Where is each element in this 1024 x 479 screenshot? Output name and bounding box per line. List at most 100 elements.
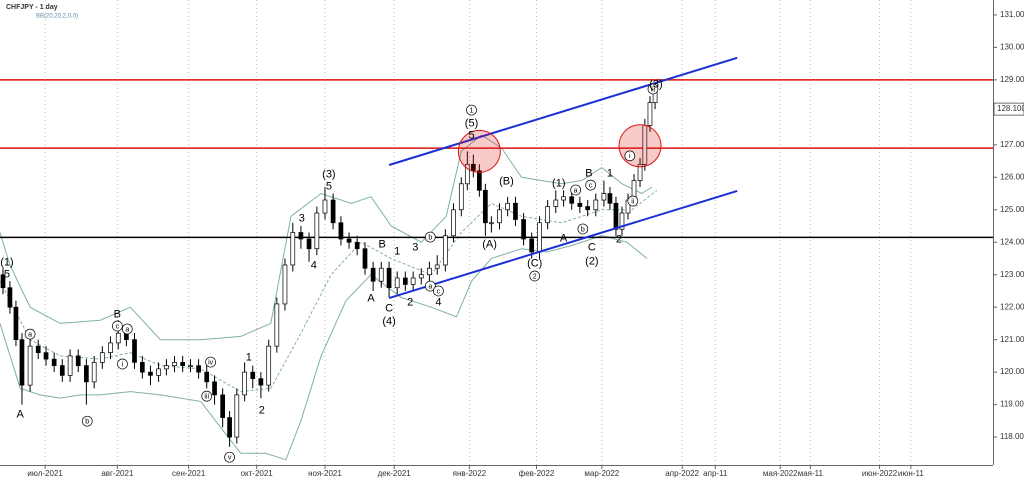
x-tick-label: мая-11 bbox=[798, 469, 824, 478]
candle-body bbox=[561, 196, 566, 201]
candle-body bbox=[314, 212, 320, 250]
candle-body bbox=[569, 196, 575, 204]
candle-body bbox=[67, 355, 73, 376]
channel-line bbox=[388, 56, 738, 166]
candle-body bbox=[370, 267, 376, 282]
candle-body bbox=[330, 199, 336, 224]
y-tick-label: 130.000 bbox=[1000, 43, 1024, 52]
wave-label: c bbox=[437, 288, 441, 295]
wave-label: 4 bbox=[311, 259, 317, 271]
y-tick-label: 131.000 bbox=[1000, 10, 1024, 19]
candle-body bbox=[164, 365, 169, 370]
candle-body bbox=[274, 303, 280, 347]
candle-body bbox=[647, 102, 653, 126]
highlight-circle bbox=[457, 129, 501, 173]
wave-label: (C) bbox=[527, 257, 542, 269]
candle-body bbox=[227, 417, 232, 438]
candle-body bbox=[115, 332, 121, 344]
candle-body bbox=[513, 202, 518, 220]
wave-label: B bbox=[585, 167, 592, 179]
y-tick-label: 119.000 bbox=[1000, 400, 1024, 409]
wave-label-ring bbox=[424, 231, 436, 243]
y-tick-label: 125.000 bbox=[1000, 205, 1024, 214]
wave-label-ring bbox=[466, 104, 477, 116]
wave-label: b bbox=[581, 226, 585, 233]
wave-label-ring bbox=[529, 270, 541, 282]
candle-body bbox=[75, 355, 81, 366]
candle-body bbox=[497, 209, 502, 224]
candle-body bbox=[298, 232, 304, 240]
candle-body bbox=[0, 274, 6, 289]
y-tick-label: 127.000 bbox=[1000, 140, 1024, 149]
wave-label: (1) bbox=[552, 178, 565, 190]
wave-label: (A) bbox=[482, 238, 497, 250]
wave-label: 5 bbox=[326, 180, 332, 192]
candle-body bbox=[434, 264, 440, 269]
wave-label-ring bbox=[624, 150, 636, 162]
wave-label: 2 bbox=[407, 296, 413, 308]
y-tick-label: 126.000 bbox=[1000, 172, 1024, 181]
wave-label: A bbox=[560, 232, 568, 244]
wave-label: iii bbox=[204, 394, 209, 401]
candle-body bbox=[378, 267, 384, 282]
wave-label-ring bbox=[224, 451, 235, 463]
wave-label-ring bbox=[424, 280, 436, 292]
candle-body bbox=[84, 365, 89, 383]
wave-label: 1 bbox=[246, 352, 252, 364]
bollinger-band bbox=[0, 134, 653, 341]
wave-label: 1 bbox=[470, 107, 474, 114]
wave-label-ring bbox=[570, 184, 581, 196]
x-tick-label: янв-2022 bbox=[453, 469, 487, 478]
wave-label: i bbox=[122, 361, 124, 368]
candle-body bbox=[306, 238, 312, 250]
candle-body bbox=[451, 209, 456, 237]
chart-title: CHFJPY - 1 day bbox=[6, 4, 58, 11]
channel-line bbox=[388, 189, 738, 300]
wave-label: C bbox=[385, 303, 393, 315]
candle-body bbox=[362, 248, 368, 269]
wave-label: 2 bbox=[259, 405, 265, 417]
candle-body bbox=[505, 202, 510, 211]
candle-body bbox=[637, 163, 643, 181]
candle-body bbox=[601, 193, 607, 201]
candle-body bbox=[220, 394, 226, 418]
candle-body bbox=[619, 212, 625, 230]
candle-body bbox=[607, 193, 613, 204]
wave-label-ring bbox=[205, 356, 216, 368]
candle-body bbox=[290, 232, 296, 266]
candle-body bbox=[59, 365, 65, 376]
wave-label: B bbox=[378, 238, 385, 250]
candle-body bbox=[188, 365, 193, 367]
candle-body bbox=[394, 277, 400, 289]
y-tick-label: 123.000 bbox=[1000, 270, 1024, 279]
y-tick-label: 124.000 bbox=[1000, 237, 1024, 246]
wave-label: (B) bbox=[499, 175, 514, 187]
wave-label: b bbox=[428, 234, 432, 241]
candle-body bbox=[521, 219, 526, 240]
wave-label-ring bbox=[117, 358, 128, 370]
candle-body bbox=[476, 170, 482, 191]
candle-body bbox=[99, 352, 105, 363]
bollinger-band bbox=[0, 235, 648, 461]
candle-body bbox=[322, 199, 328, 214]
candle-body bbox=[483, 189, 488, 224]
candle-body bbox=[108, 342, 113, 353]
candle-body bbox=[593, 199, 599, 211]
candle-body bbox=[212, 381, 217, 396]
candle-body bbox=[196, 365, 201, 373]
current-price-label: 128.100 bbox=[997, 104, 1024, 113]
wave-label-ring bbox=[647, 83, 659, 95]
candle-body bbox=[402, 277, 408, 285]
candle-body bbox=[282, 264, 288, 305]
wave-label: A bbox=[367, 292, 375, 304]
candle-body bbox=[338, 222, 344, 240]
wave-label: 3 bbox=[299, 212, 305, 224]
wave-label: 3 bbox=[412, 242, 418, 254]
wave-label: (4) bbox=[382, 316, 395, 328]
wave-label: a bbox=[125, 326, 129, 333]
candle-body bbox=[242, 371, 247, 396]
wave-label-ring bbox=[585, 179, 597, 191]
candle-body bbox=[489, 222, 494, 225]
